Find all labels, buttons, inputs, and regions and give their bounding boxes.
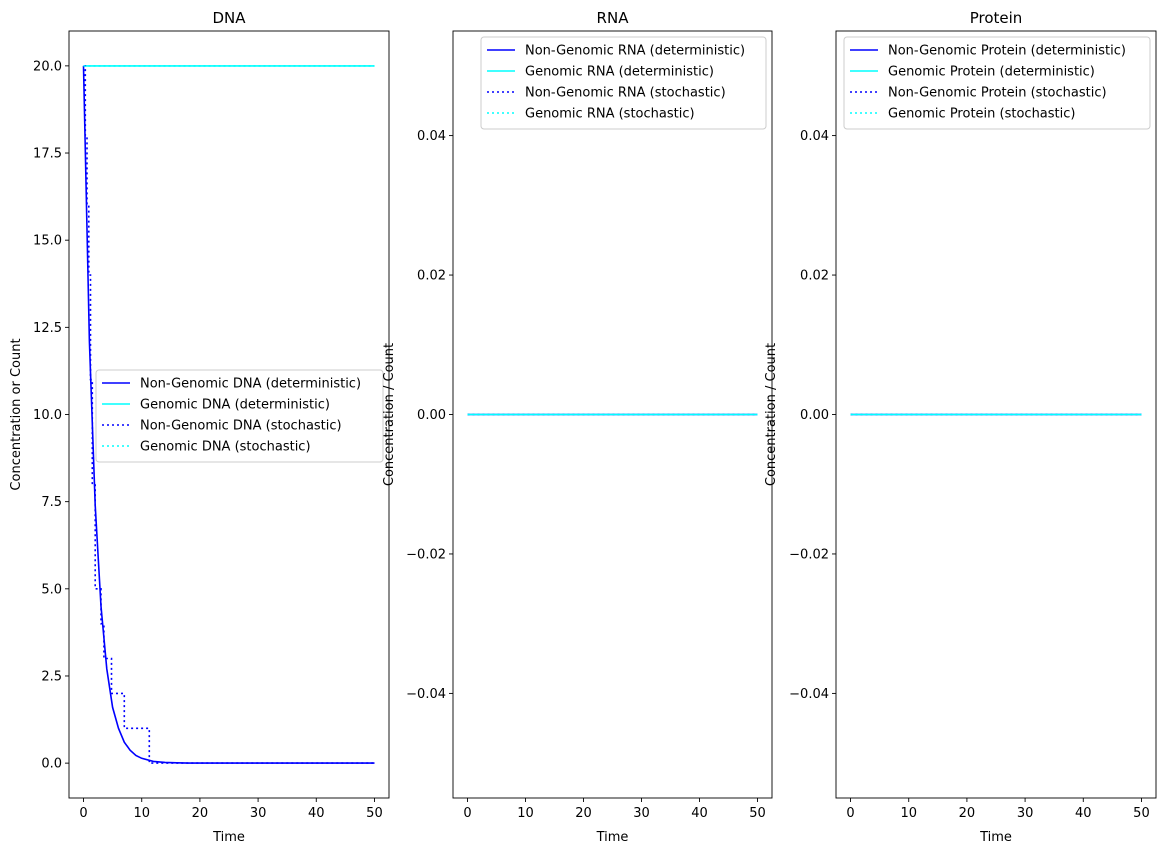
x-tick-label-0-0: 0 [79,806,87,821]
x-tick-label-0-5: 50 [366,806,383,821]
legend-box-0 [95,369,384,463]
y-tick-label-1-4: 0.04 [417,129,446,144]
legend-label-1-3: Genomic RNA (stochastic) [525,107,695,122]
legend-label-1-0: Non-Genomic RNA (deterministic) [525,44,745,59]
y-tick-label-1-3: 0.02 [417,269,446,284]
x-tick-label-2-3: 30 [1017,806,1034,821]
y-tick-label-0-2: 5.0 [41,582,62,597]
x-tick-label-1-1: 10 [517,806,534,821]
legend-label-2-0: Non-Genomic Protein (deterministic) [888,44,1126,59]
series-line-0-0 [82,65,375,764]
x-axis-label-0: Time [212,830,245,845]
y-tick-label-0-6: 15.0 [33,234,62,249]
x-tick-label-0-3: 30 [250,806,267,821]
x-axis-label-2: Time [979,830,1012,845]
y-tick-label-0-0: 0.0 [41,757,62,772]
x-tick-label-1-3: 30 [633,806,650,821]
y-tick-label-0-3: 7.5 [41,495,62,510]
legend-label-0-1: Genomic DNA (deterministic) [140,398,330,413]
x-tick-label-1-4: 40 [691,806,708,821]
x-tick-label-2-5: 50 [1133,806,1150,821]
y-tick-label-0-4: 10.0 [33,408,62,423]
y-tick-label-2-0: −0.04 [789,687,829,702]
x-axis-label-1: Time [596,830,629,845]
y-tick-label-2-1: −0.02 [789,547,829,562]
y-axis-label-0: Concentration or Count [9,338,24,490]
legend-label-2-2: Non-Genomic Protein (stochastic) [888,86,1107,101]
y-tick-label-2-4: 0.04 [800,129,829,144]
x-tick-label-1-5: 50 [749,806,766,821]
legend-label-0-3: Genomic DNA (stochastic) [140,440,311,455]
legend-label-0-0: Non-Genomic DNA (deterministic) [140,377,361,392]
y-tick-label-0-5: 12.5 [33,321,62,336]
y-tick-label-1-0: −0.04 [406,687,446,702]
y-tick-label-0-8: 20.0 [33,59,62,74]
series-line-0-2 [83,65,375,764]
x-tick-label-0-2: 20 [192,806,209,821]
x-tick-label-1-2: 20 [575,806,592,821]
legend-box-1 [480,36,767,130]
y-axis-label-2: Concentration / Count [764,343,779,486]
y-tick-label-1-2: 0.00 [417,408,446,423]
x-tick-label-2-0: 0 [846,806,854,821]
y-tick-label-2-3: 0.02 [800,269,829,284]
x-tick-label-0-1: 10 [133,806,150,821]
x-tick-label-2-4: 40 [1075,806,1092,821]
panel-title-2: Protein [970,9,1023,27]
x-tick-label-2-1: 10 [900,806,917,821]
legend-label-0-2: Non-Genomic DNA (stochastic) [140,419,342,434]
y-tick-label-0-7: 17.5 [33,147,62,162]
y-tick-label-1-1: −0.02 [406,547,446,562]
legend-label-1-2: Non-Genomic RNA (stochastic) [525,86,726,101]
legend-label-2-3: Genomic Protein (stochastic) [888,107,1075,122]
x-tick-label-2-2: 20 [959,806,976,821]
y-axis-label-1: Concentration / Count [382,343,397,486]
y-tick-label-2-2: 0.00 [800,408,829,423]
x-tick-label-0-4: 40 [308,806,325,821]
panel-title-0: DNA [212,9,246,27]
x-tick-label-1-0: 0 [463,806,471,821]
legend-label-1-1: Genomic RNA (deterministic) [525,65,714,80]
y-tick-label-0-1: 2.5 [41,669,62,684]
legend-label-2-1: Genomic Protein (deterministic) [888,65,1095,80]
panel-title-1: RNA [597,9,630,27]
legend-box-2 [843,36,1151,130]
